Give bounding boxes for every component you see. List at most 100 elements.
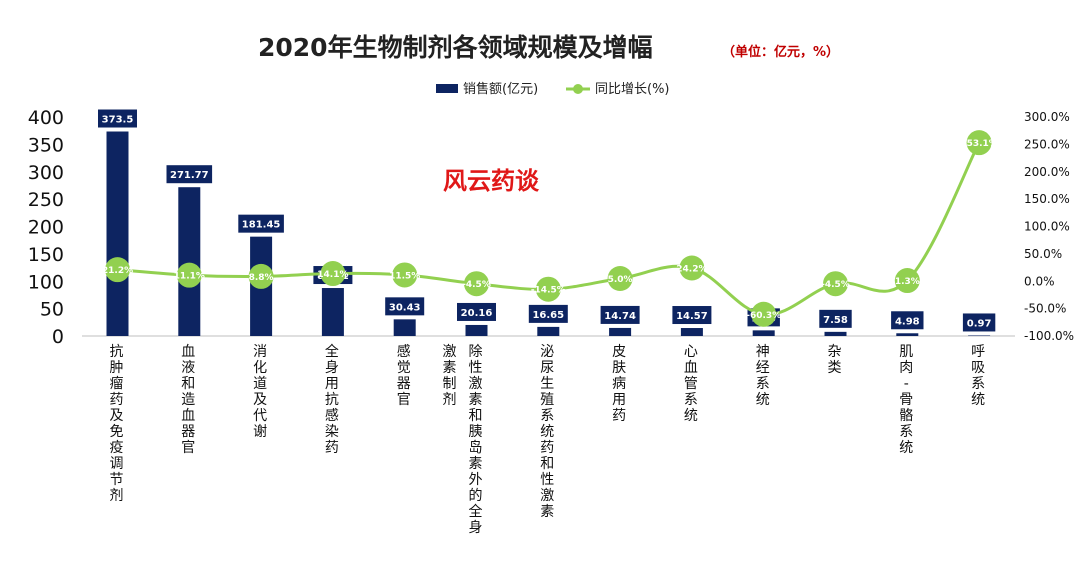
y-right-tick-label: 100.0%	[1024, 220, 1070, 234]
svg-text:系: 系	[899, 424, 913, 440]
svg-text:抗: 抗	[110, 344, 124, 360]
svg-text:身: 身	[469, 520, 483, 536]
svg-text:经: 经	[756, 360, 770, 376]
svg-text:和: 和	[540, 456, 554, 472]
growth-point	[248, 263, 274, 289]
svg-text:调: 调	[110, 456, 124, 472]
category-labels-group: 抗肿瘤药及免疫调节剂血液和造血器官消化道及代谢全身用抗感染药感觉器官除性激素和胰…	[110, 343, 986, 536]
svg-text:及: 及	[253, 392, 267, 408]
svg-text:道: 道	[253, 376, 267, 392]
growth-value-label: -4.5%	[462, 280, 491, 290]
bar	[537, 326, 560, 336]
svg-text:制: 制	[443, 376, 457, 392]
svg-text:统: 统	[756, 392, 770, 408]
svg-text:性: 性	[540, 472, 554, 488]
growth-value-label: 8.8%	[249, 273, 274, 283]
y-left-tick-label: 400	[28, 107, 64, 129]
y-left-tick-label: 100	[28, 271, 64, 293]
svg-text:官: 官	[397, 392, 411, 408]
svg-text:消: 消	[253, 344, 267, 360]
svg-text:全: 全	[325, 343, 339, 360]
svg-text:肉: 肉	[899, 360, 913, 376]
bar	[465, 324, 488, 336]
legend-swatch-bar	[436, 84, 458, 93]
svg-text:造: 造	[181, 392, 195, 408]
bar-value-label: 373.5	[102, 115, 134, 126]
y-right-tick-label: 0.0%	[1024, 274, 1055, 288]
growth-point	[751, 301, 777, 327]
y-left-tick-label: 150	[28, 244, 64, 266]
svg-text:骨: 骨	[899, 392, 913, 408]
y-left-tick-label: 300	[28, 162, 64, 184]
growth-point	[823, 271, 848, 297]
y-right-tick-label: 200.0%	[1024, 165, 1070, 179]
svg-text:统: 统	[684, 408, 698, 424]
y-left-tick-label: 50	[40, 299, 64, 321]
svg-text:及: 及	[110, 408, 124, 424]
y-right-tick-label: 300.0%	[1024, 110, 1070, 124]
svg-text:管: 管	[684, 376, 698, 392]
chart-title: 2020年生物制剂各领域规模及增幅	[258, 33, 653, 62]
svg-text:殖: 殖	[540, 391, 554, 408]
growth-value-label: -4.5%	[821, 280, 850, 290]
growth-point	[535, 276, 561, 302]
svg-text:感: 感	[325, 407, 339, 424]
svg-text:类: 类	[828, 360, 842, 376]
growth-value-label: 11.1%	[174, 272, 205, 282]
bar-value-label: 271.77	[170, 170, 209, 181]
svg-text:和: 和	[469, 408, 483, 424]
bar-value-label: 20.16	[461, 308, 493, 319]
svg-text:感: 感	[397, 343, 411, 360]
bar	[106, 131, 129, 336]
y-left-tick-label: 200	[28, 217, 64, 239]
svg-text:肤: 肤	[612, 360, 626, 376]
svg-text:用: 用	[612, 392, 626, 408]
legend-label-bar: 销售额(亿元)	[463, 81, 538, 97]
svg-text:神: 神	[756, 344, 770, 360]
svg-text:肿: 肿	[110, 360, 124, 376]
svg-text:素: 素	[469, 456, 483, 472]
y-right-tick-label: -100.0%	[1024, 329, 1074, 343]
growth-value-label: 1.3%	[895, 277, 920, 287]
growth-point	[105, 257, 130, 283]
svg-text:疫: 疫	[110, 440, 124, 456]
bar-value-label: 14.57	[676, 311, 708, 322]
svg-text:系: 系	[540, 408, 554, 424]
bar-value-label: 30.43	[389, 302, 421, 313]
svg-text:岛: 岛	[469, 440, 483, 456]
svg-text:吸: 吸	[971, 360, 985, 376]
svg-text:血: 血	[684, 360, 698, 376]
svg-text:统: 统	[540, 424, 554, 440]
svg-text:药: 药	[110, 392, 124, 408]
bar	[609, 327, 632, 336]
bar-value-label: 14.74	[604, 311, 636, 322]
svg-text:剂: 剂	[443, 392, 457, 408]
axes: 0 50 100 150 200 250 300 350 400 -100.0% -50.0% 0.0…	[28, 107, 1074, 348]
bar-value-label: 16.65	[532, 310, 564, 321]
growth-value-label: -60.3%	[746, 311, 781, 321]
svg-text:染: 染	[325, 424, 339, 440]
svg-text:瘤: 瘤	[110, 375, 124, 392]
svg-text:用: 用	[325, 376, 339, 392]
bar	[393, 319, 416, 336]
svg-text:血: 血	[181, 344, 195, 360]
growth-value-label: 21.2%	[102, 266, 133, 276]
svg-text:尿: 尿	[540, 360, 554, 376]
svg-text:节: 节	[110, 472, 124, 488]
svg-text:免: 免	[110, 424, 124, 440]
svg-text:素: 素	[469, 392, 483, 408]
svg-text:系: 系	[971, 376, 985, 392]
svg-text:的: 的	[469, 488, 483, 504]
svg-text:官: 官	[181, 440, 195, 456]
legend-label-line: 同比增长(%)	[595, 82, 670, 97]
svg-text:病: 病	[612, 376, 626, 392]
svg-text:心: 心	[684, 344, 698, 360]
svg-text:全: 全	[469, 503, 483, 520]
growth-value-label: 24.2%	[676, 265, 707, 275]
bar-value-label-box	[385, 297, 425, 316]
growth-point	[894, 268, 920, 294]
